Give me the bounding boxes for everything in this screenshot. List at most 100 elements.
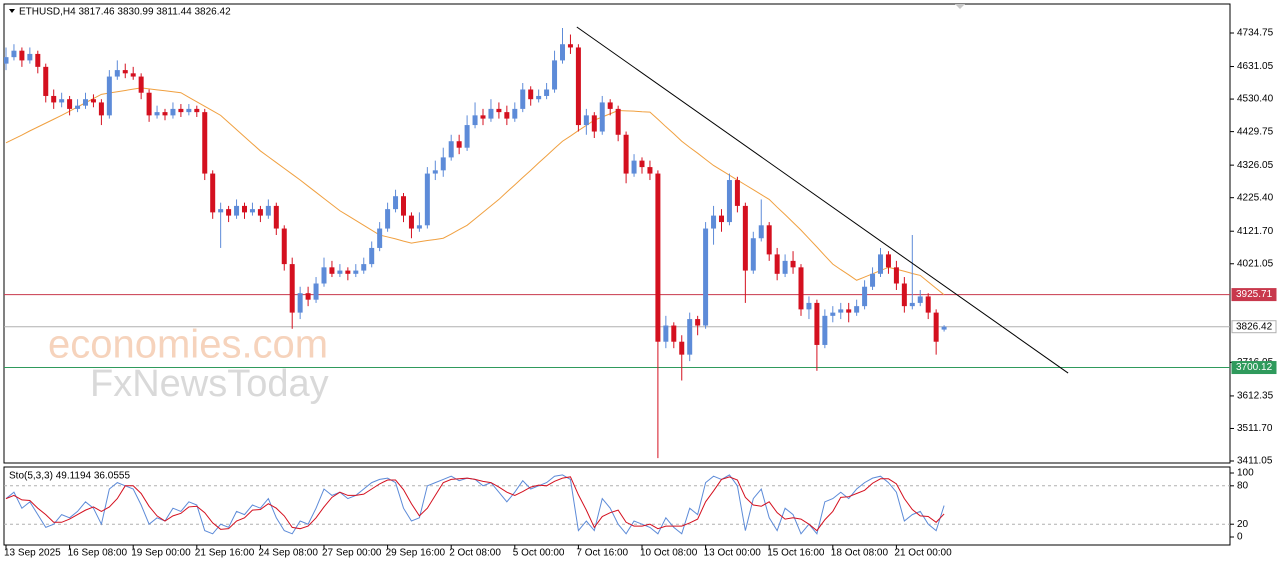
menu-triangle[interactable] bbox=[9, 9, 15, 13]
candle-body bbox=[504, 112, 510, 119]
trendline bbox=[576, 26, 1069, 374]
candle-body bbox=[249, 209, 255, 213]
candle-body bbox=[941, 326, 947, 330]
candle-body bbox=[901, 283, 907, 307]
x-tick-label: 10 Oct 08:00 bbox=[640, 548, 698, 559]
candle-body bbox=[774, 254, 780, 274]
candle-body bbox=[639, 160, 645, 168]
candle-body bbox=[257, 209, 263, 216]
y-tick-label: 4225.40 bbox=[1237, 192, 1274, 203]
x-tick-label: 21 Sep 16:00 bbox=[195, 548, 255, 559]
chart-title: ETHUSD,H4 3817.46 3830.99 3811.44 3826.4… bbox=[19, 7, 231, 18]
candle-body bbox=[925, 296, 931, 313]
candle-body bbox=[329, 267, 335, 274]
candle-body bbox=[11, 50, 17, 58]
candle-body bbox=[583, 115, 589, 126]
candle-body bbox=[885, 254, 891, 268]
price-label: 3826.42 bbox=[1236, 321, 1273, 332]
candle-body bbox=[655, 173, 661, 342]
candle-body bbox=[536, 95, 542, 100]
candle-body bbox=[170, 108, 176, 116]
price-label-box bbox=[1231, 320, 1277, 334]
price-label: 3925.71 bbox=[1236, 289, 1273, 300]
candle-body bbox=[345, 270, 351, 274]
candle-body bbox=[854, 306, 860, 313]
osc-tick-label: 20 bbox=[1237, 519, 1249, 530]
candle-body bbox=[377, 228, 383, 248]
candle-body bbox=[798, 267, 804, 310]
x-tick-label: 24 Sep 08:00 bbox=[258, 548, 318, 559]
candle-body bbox=[67, 99, 73, 109]
candle-body bbox=[178, 108, 184, 113]
candle-body bbox=[440, 157, 446, 171]
price-label: 3700.12 bbox=[1236, 362, 1273, 373]
x-tick-label: 16 Sep 08:00 bbox=[68, 548, 128, 559]
candle-body bbox=[226, 209, 232, 216]
candle-body bbox=[480, 115, 486, 119]
candle-body bbox=[806, 302, 812, 310]
y-tick-label: 4631.05 bbox=[1237, 61, 1274, 72]
price-label-box bbox=[1231, 288, 1277, 302]
candle-body bbox=[361, 264, 367, 271]
y-tick-label: 4530.40 bbox=[1237, 94, 1274, 105]
candle-body bbox=[528, 89, 534, 100]
candle-body bbox=[75, 105, 81, 109]
candle-body bbox=[607, 102, 613, 109]
oscillator-area bbox=[4, 474, 1230, 535]
candle-body bbox=[146, 92, 152, 116]
y-tick-label: 4021.05 bbox=[1237, 258, 1274, 269]
candle-body bbox=[273, 205, 279, 229]
candle-body bbox=[615, 108, 621, 135]
candle-body bbox=[4, 57, 9, 64]
moving-average bbox=[5, 87, 945, 296]
candle-body bbox=[870, 273, 876, 287]
candle-body bbox=[496, 108, 502, 113]
y-tick-label: 3411.05 bbox=[1237, 456, 1273, 467]
candle-body bbox=[218, 209, 224, 213]
candle-body bbox=[162, 112, 168, 116]
y-tick-label: 4429.75 bbox=[1237, 126, 1274, 137]
candle-body bbox=[456, 141, 462, 148]
x-tick-label: 7 Oct 16:00 bbox=[576, 548, 628, 559]
candle-body bbox=[838, 309, 844, 313]
x-tick-label: 13 Sep 2025 bbox=[4, 548, 61, 559]
candle-body bbox=[599, 102, 605, 132]
x-tick-label: 15 Oct 16:00 bbox=[767, 548, 825, 559]
candle-body bbox=[758, 225, 764, 239]
candle-body bbox=[424, 173, 430, 226]
candle-body bbox=[242, 205, 247, 213]
y-tick-label: 3612.35 bbox=[1237, 391, 1274, 402]
candle-body bbox=[560, 44, 565, 61]
candle-body bbox=[114, 70, 120, 77]
x-tick-label: 13 Oct 00:00 bbox=[704, 548, 762, 559]
candle-body bbox=[35, 53, 41, 67]
candle-body bbox=[98, 102, 104, 116]
x-tick-label: 2 Oct 08:00 bbox=[449, 548, 501, 559]
candle-body bbox=[416, 225, 422, 229]
watermark: economies.com bbox=[48, 323, 328, 367]
x-tick-label: 18 Oct 08:00 bbox=[831, 548, 889, 559]
candle-body bbox=[814, 302, 820, 345]
candle-body bbox=[401, 196, 406, 216]
candle-body bbox=[742, 205, 748, 271]
candle-body bbox=[822, 315, 828, 345]
candle-body bbox=[448, 141, 454, 158]
candle-body bbox=[234, 205, 240, 216]
plot-area bbox=[4, 26, 1230, 459]
candle-body bbox=[51, 95, 57, 103]
osc-line bbox=[5, 476, 945, 532]
candle-body bbox=[337, 270, 343, 274]
candle-body bbox=[909, 302, 915, 307]
candle-body bbox=[575, 47, 581, 126]
candle-body bbox=[265, 205, 271, 216]
candle-body bbox=[719, 215, 724, 223]
candle-body bbox=[385, 209, 391, 229]
candle-body bbox=[122, 70, 128, 74]
candle-body bbox=[289, 264, 295, 313]
x-tick-label: 29 Sep 16:00 bbox=[386, 548, 446, 559]
candle-body bbox=[734, 180, 740, 206]
x-tick-label: 5 Oct 00:00 bbox=[513, 548, 565, 559]
osc-tick-label: 0 bbox=[1237, 532, 1243, 543]
candle-body bbox=[305, 293, 311, 300]
